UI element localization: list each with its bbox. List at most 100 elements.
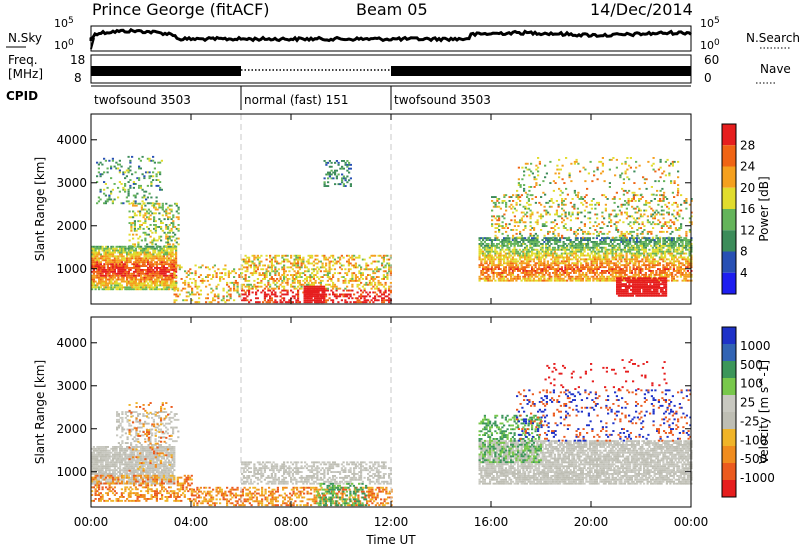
data-cell	[372, 301, 375, 304]
data-cell	[283, 276, 286, 278]
data-cell	[585, 244, 588, 247]
data-cell	[497, 264, 500, 267]
data-cell	[665, 275, 668, 278]
data-cell	[269, 289, 272, 292]
data-cell	[270, 260, 273, 263]
data-cell	[244, 262, 247, 265]
data-cell	[562, 243, 565, 245]
data-cell	[255, 270, 258, 273]
data-cell	[152, 269, 155, 271]
data-cell	[153, 161, 156, 164]
data-cell	[480, 270, 483, 272]
data-cell	[115, 288, 118, 291]
data-cell	[534, 262, 537, 265]
data-cell	[279, 262, 282, 265]
data-cell	[135, 229, 138, 232]
data-cell	[613, 268, 616, 270]
data-cell	[546, 239, 549, 241]
data-cell	[669, 260, 672, 263]
data-cell	[120, 202, 123, 205]
data-cell	[588, 270, 591, 272]
data-cell	[686, 279, 689, 282]
data-cell	[161, 280, 164, 283]
data-cell	[587, 211, 590, 214]
data-cell	[297, 272, 300, 275]
data-cell	[629, 250, 632, 253]
data-cell	[644, 275, 647, 278]
data-cell	[494, 227, 497, 229]
data-cell	[344, 281, 347, 284]
data-cell	[538, 215, 541, 218]
data-cell	[679, 266, 682, 269]
data-cell	[672, 275, 675, 278]
data-cell	[110, 270, 113, 273]
data-cell	[169, 284, 172, 287]
data-cell	[662, 270, 665, 272]
data-cell	[503, 237, 506, 240]
data-cell	[526, 201, 529, 204]
data-cell	[634, 258, 637, 261]
data-cell	[233, 276, 236, 278]
data-cell	[146, 210, 149, 213]
data-cell	[529, 234, 532, 237]
data-cell	[515, 221, 518, 224]
data-cell	[115, 280, 118, 283]
data-cell	[367, 268, 370, 271]
data-cell	[505, 225, 508, 227]
data-cell	[154, 220, 157, 223]
data-cell	[157, 251, 160, 254]
data-cell	[147, 212, 150, 215]
data-cell	[504, 262, 507, 265]
data-cell	[105, 282, 108, 285]
data-cell	[242, 293, 245, 296]
data-cell	[164, 280, 167, 283]
data-cell	[536, 234, 539, 237]
data-cell	[536, 219, 539, 222]
data-cell	[108, 278, 111, 281]
data-cell	[592, 260, 595, 263]
data-cell	[524, 237, 527, 240]
data-cell	[552, 236, 555, 239]
data-cell	[325, 287, 328, 290]
data-cell	[171, 282, 174, 285]
data-cell	[297, 260, 300, 263]
data-cell	[290, 254, 293, 257]
data-cell	[667, 250, 670, 253]
data-cell	[92, 270, 95, 273]
data-cell	[156, 239, 159, 242]
data-cell	[129, 159, 132, 162]
data-cell	[248, 260, 251, 263]
data-cell	[124, 190, 127, 193]
data-cell	[662, 243, 665, 245]
data-cell	[529, 241, 532, 243]
data-cell	[262, 274, 265, 276]
data-cell	[246, 268, 249, 271]
data-cell	[365, 301, 368, 304]
data-cell	[177, 224, 180, 226]
data-cell	[162, 255, 165, 258]
data-cell	[370, 281, 373, 284]
data-cell	[606, 248, 609, 251]
data-cell	[162, 259, 165, 262]
data-cell	[166, 263, 169, 266]
data-cell	[590, 260, 593, 263]
data-cell	[159, 269, 162, 271]
data-cell	[161, 269, 164, 271]
data-cell	[326, 287, 329, 290]
data-cell	[312, 268, 315, 271]
data-cell	[194, 281, 197, 284]
data-cell	[499, 256, 502, 259]
data-cell	[173, 269, 176, 271]
data-cell	[648, 237, 651, 240]
data-cell	[519, 200, 522, 202]
data-cell	[553, 252, 556, 255]
data-cell	[262, 272, 265, 275]
data-cell	[503, 266, 506, 269]
data-cell	[550, 239, 553, 241]
data-cell	[602, 277, 605, 280]
data-cell	[536, 223, 539, 226]
data-cell	[212, 297, 215, 300]
data-cell	[242, 299, 245, 302]
data-cell	[145, 251, 148, 254]
data-cell	[539, 260, 542, 263]
